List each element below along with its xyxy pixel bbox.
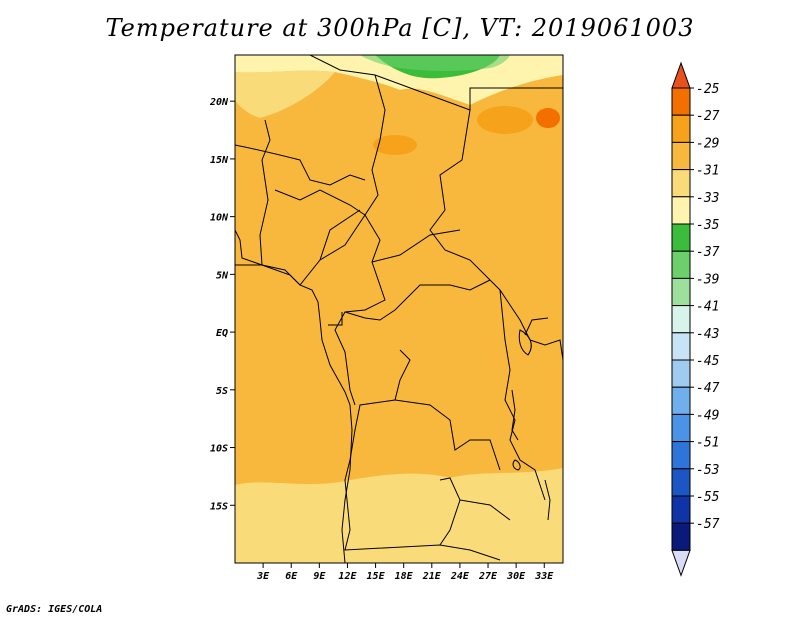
colorbar-label: -31 — [696, 164, 719, 179]
colorbar-swatch — [671, 223, 691, 252]
chart-title: Temperature at 300hPa [C], VT: 201906100… — [105, 14, 695, 42]
lakes — [511, 329, 551, 521]
colorbar-label: -35 — [696, 218, 720, 233]
region-cold-north-edge — [360, 55, 510, 71]
colorbar-label: -43 — [696, 327, 719, 342]
region-warm-1 — [373, 135, 417, 155]
temperature-field — [235, 55, 563, 563]
colorbar-swatch — [671, 114, 691, 143]
y-tick-label: 15N — [210, 155, 229, 166]
x-tick-label: 33E — [534, 571, 554, 582]
region-northern-band-west — [235, 70, 335, 118]
y-tick-label: 10S — [210, 444, 228, 455]
colorbar-label: -47 — [696, 381, 720, 396]
x-tick-label: 9E — [313, 571, 326, 582]
colorbar-label: -37 — [696, 245, 720, 260]
region-warm-3 — [536, 108, 560, 128]
coastline — [235, 229, 353, 563]
colorbar-swatch — [671, 441, 691, 470]
y-tick-label: EQ — [216, 328, 228, 339]
x-tick-label: 6E — [285, 571, 298, 582]
colorbar-swatch — [671, 305, 691, 334]
x-axis: 3E 6E 9E 12E 15E 18E 21E 24E 27E 30E 33E — [256, 563, 554, 582]
colorbar-label: -27 — [696, 109, 720, 124]
colorbar-bottom-cap — [671, 549, 691, 577]
y-tick-label: 5N — [216, 270, 229, 281]
colorbar-swatch — [671, 169, 691, 198]
colorbar-label: -29 — [696, 136, 719, 151]
colorbar-swatch — [671, 359, 691, 388]
x-tick-label: 12E — [338, 571, 357, 582]
colorbar-top-cap — [671, 61, 691, 89]
colorbar-label: -55 — [696, 490, 720, 505]
colorbar-swatch — [671, 386, 691, 415]
colorbar-label: -25 — [696, 82, 720, 97]
y-tick-label: 10N — [210, 213, 229, 224]
region-warm-2 — [477, 106, 533, 134]
colorbar-label: -33 — [696, 191, 719, 206]
x-tick-label: 30E — [506, 571, 526, 582]
colorbar-swatch — [671, 250, 691, 279]
colorbar-swatch — [671, 522, 691, 551]
colorbar-label: -39 — [696, 272, 719, 287]
colorbar-label: -41 — [696, 300, 719, 315]
colorbar-label: -53 — [696, 463, 719, 478]
x-tick-label: 3E — [256, 571, 270, 582]
x-tick-label: 21E — [422, 571, 442, 582]
y-tick-label: 15S — [210, 501, 228, 512]
colorbar-label: -49 — [696, 408, 719, 423]
y-axis: 20N 15N 10N 5N EQ 5S 10S 15S — [209, 97, 235, 512]
colorbar-label: -51 — [696, 436, 719, 451]
y-tick-label: 20N — [209, 97, 229, 108]
colorbar-swatch — [671, 413, 691, 443]
colorbar-swatch — [671, 277, 691, 307]
grads-credit: GrADS: IGES/COLA — [6, 604, 103, 615]
colorbar-swatch — [671, 196, 691, 225]
y-tick-label: 5S — [216, 386, 228, 397]
colorbar: -25 -27 -29 -31 -33 -35 -37 -39 -41 -43 -45 -47 -49 -… — [671, 61, 720, 577]
colorbar-swatch — [671, 468, 691, 497]
colorbar-swatch — [671, 495, 691, 524]
colorbar-label: -57 — [696, 517, 720, 532]
colorbar-swatch — [671, 141, 691, 171]
x-tick-label: 18E — [395, 571, 414, 582]
colorbar-swatch — [671, 332, 691, 361]
colorbar-label: -45 — [696, 354, 720, 369]
map-frame — [234, 54, 564, 564]
colorbar-swatch — [671, 87, 691, 116]
x-tick-label: 15E — [367, 571, 386, 582]
x-tick-label: 27E — [478, 571, 498, 582]
region-cooler-southwest — [235, 523, 345, 563]
x-tick-label: 24E — [450, 571, 470, 582]
